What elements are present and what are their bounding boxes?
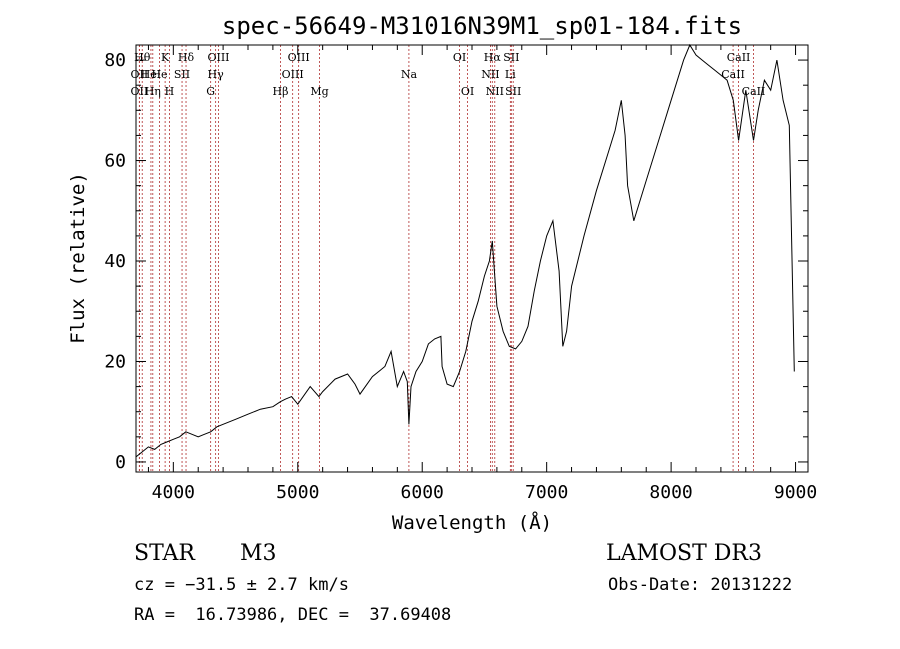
line-label: OI	[461, 85, 474, 98]
line-label: Hθ	[134, 51, 151, 64]
line-label: CaII	[727, 51, 751, 64]
plot-frame	[135, 44, 809, 473]
object-class: STAR	[134, 541, 196, 566]
x-tick-label: 7000	[525, 482, 568, 503]
line-label: K	[161, 51, 170, 64]
line-label: CaII	[742, 85, 766, 98]
y-tick-label: 60	[104, 151, 126, 172]
object-subclass: M3	[240, 541, 277, 566]
y-tick-label: 40	[104, 251, 126, 272]
line-label: HeI	[141, 68, 161, 81]
obs-date: Obs-Date: 20131222	[608, 575, 792, 595]
line-label: Hγ	[208, 68, 225, 81]
line-label: OII	[131, 68, 149, 81]
chart-title: spec-56649-M31016N39M1_sp01-184.fits	[222, 12, 742, 40]
survey-name: LAMOST DR3	[606, 541, 762, 566]
ra-dec: RA = 16.73986, DEC = 37.69408	[134, 605, 451, 625]
x-tick-label: 9000	[774, 482, 817, 503]
spectrum-line	[135, 43, 795, 458]
y-tick-label: 80	[104, 50, 126, 71]
line-label: Mg	[310, 85, 328, 98]
y-tick-label: 20	[104, 351, 126, 372]
line-label: OIII	[207, 51, 229, 64]
y-axis-label: Flux (relative)	[67, 172, 89, 344]
spectral-line-labels: HθOIIOIIHeIHηHeKHSIIHδGHγOIIIHβOIIIOIIIM…	[131, 51, 766, 98]
redshift-cz: cz = −31.5 ± 2.7 km/s	[134, 575, 349, 595]
line-label: SII	[503, 51, 519, 64]
x-tick-label: 8000	[649, 482, 692, 503]
y-axis: 0 20 40 60 80	[104, 50, 808, 473]
line-label: OIII	[282, 68, 304, 81]
line-label: NII	[481, 68, 499, 81]
line-label: OII	[131, 85, 149, 98]
line-label: NII	[486, 85, 504, 98]
line-label: Hη	[145, 85, 161, 98]
line-label: He	[151, 68, 167, 81]
line-label: OI	[453, 51, 466, 64]
x-tick-label: 4000	[152, 482, 195, 503]
line-label: Hβ	[273, 85, 289, 98]
x-tick-label: 5000	[276, 482, 319, 503]
line-label: CaII	[721, 68, 745, 81]
line-label: Na	[401, 68, 418, 81]
line-label: Hα	[484, 51, 502, 64]
line-label: SII	[505, 85, 521, 98]
line-label: OIII	[288, 51, 310, 64]
line-label: SII	[174, 68, 190, 81]
line-label: H	[165, 85, 175, 98]
x-axis-label: Wavelength (Å)	[392, 511, 552, 534]
x-tick-label: 6000	[401, 482, 444, 503]
line-label: Li	[505, 68, 516, 81]
line-label: G	[206, 85, 215, 98]
y-tick-label: 0	[115, 452, 126, 473]
line-label: Hδ	[178, 51, 195, 64]
spectral-line-markers	[138, 45, 754, 472]
x-axis: 4000 5000 6000 7000 8000 9000	[147, 45, 817, 503]
